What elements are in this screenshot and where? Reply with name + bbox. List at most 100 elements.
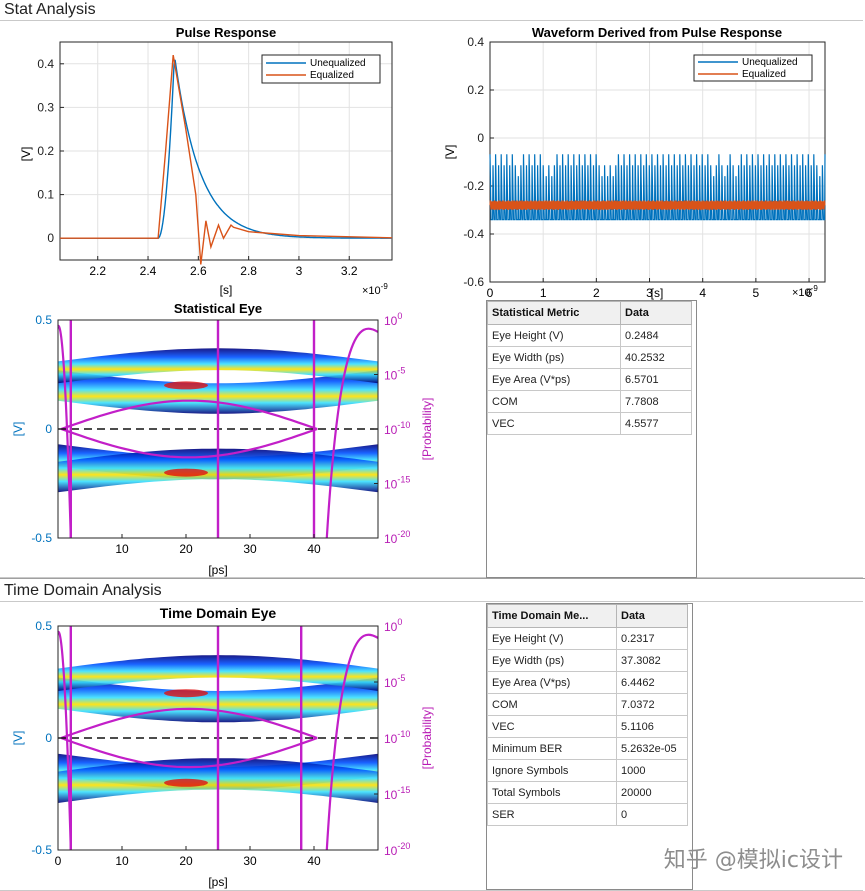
plot-title: Pulse Response [176,25,276,40]
metric-name: Ignore Symbols [487,759,617,782]
column-header-data[interactable]: Data [620,301,692,325]
metric-value: 6.5701 [620,368,692,391]
x-tick-label: 4 [699,286,706,300]
table-row[interactable]: SER 0 [487,803,688,826]
legend[interactable]: Unequalized Equalized [693,54,813,82]
time-domain-metrics-table[interactable]: Time Domain Me... Data Eye Height (V) 0.2… [486,603,693,890]
metric-value: 4.5577 [620,412,692,435]
table-row[interactable]: Ignore Symbols 1000 [487,759,688,782]
watermark: 知乎 @模拟ic设计 [663,848,843,873]
y-tick-label: 0 [47,231,54,245]
table-row[interactable]: Eye Height (V) 0.2484 [487,324,692,347]
x-tick-label: 2.2 [89,264,106,278]
legend[interactable]: Unequalized Equalized [261,54,381,84]
y-tick-label: 0.2 [467,83,484,97]
y-tick-label: 0.4 [37,57,54,71]
legend-unequalized: Unequalized [310,58,366,69]
table-row[interactable]: Eye Area (V*ps) 6.4462 [487,671,688,694]
metric-value: 5.2632e-05 [616,737,688,760]
pulse-response-plot[interactable]: Pulse Response 2.2 2.4 2.6 2.8 3 3.2 0 0.1 0.2 0.… [10,22,410,302]
y2-tick-label: 10-20 [384,841,410,858]
table-row[interactable]: VEC 5.1106 [487,715,688,738]
statistical-eye-plot[interactable]: Statistical Eye 10 20 30 40 -0.5 0 0.5 10-20 10-… [0,298,440,578]
eye-density-peak [164,689,208,698]
section-title: Time Domain Analysis [4,582,162,599]
table-row[interactable]: Minimum BER 5.2632e-05 [487,737,688,760]
x-tick-label: 40 [307,854,321,868]
bathtub-curve [325,633,379,851]
x-tick-label: 30 [243,542,257,556]
plot-title: Statistical Eye [174,301,262,316]
column-header-metric[interactable]: Statistical Metric [487,301,621,325]
metric-name: Eye Width (ps) [487,346,621,369]
x-tick-label: 3 [296,264,303,278]
eye-density-peak [164,468,208,477]
metric-name: Eye Height (V) [487,324,621,347]
y-tick-label: 0.1 [37,188,54,202]
table-row[interactable]: Total Symbols 20000 [487,781,688,804]
x-tick-label: 0 [55,854,62,868]
eye-contour-bottom [60,427,318,459]
column-header-metric[interactable]: Time Domain Me... [487,604,617,628]
x-tick-label: 20 [179,542,193,556]
y-tick-label: -0.2 [463,179,484,193]
metric-value: 0 [616,803,688,826]
x-tick-label: 20 [179,854,193,868]
x-tick-label: 1 [540,286,547,300]
x-axis-label: [s] [651,286,664,300]
table-row[interactable]: Eye Width (ps) 37.3082 [487,649,688,672]
x-tick-label: 2.6 [190,264,207,278]
x-tick-label: 40 [307,542,321,556]
x-tick-label: 6 [806,286,813,300]
table-row[interactable]: COM 7.7808 [487,390,692,413]
y-tick-label: 0 [45,422,52,436]
y2-axis-label: [Probability] [420,707,434,770]
metric-value: 40.2532 [620,346,692,369]
table-row[interactable]: Eye Height (V) 0.2317 [487,627,688,650]
y-tick-label: -0.5 [31,531,52,545]
bathtub-curve [56,324,72,539]
metric-name: Eye Height (V) [487,627,617,650]
column-header-data[interactable]: Data [616,604,688,628]
x-tick-label: 10 [115,854,129,868]
y-tick-label: -0.4 [463,227,484,241]
eye-contour-top [60,707,318,740]
metric-value: 7.0372 [616,693,688,716]
x-axis-label: [s] [220,283,233,297]
legend-equalized: Equalized [742,69,786,80]
y2-axis-label: [Probability] [420,398,434,461]
table-row[interactable]: Eye Width (ps) 40.2532 [487,346,692,369]
y-tick-label: 0.4 [467,35,484,49]
metric-name: VEC [487,715,617,738]
metric-name: Total Symbols [487,781,617,804]
y2-tick-label: 10-15 [384,475,410,492]
metric-name: VEC [487,412,621,435]
metric-name: Eye Width (ps) [487,649,617,672]
waveform-plot[interactable]: Waveform Derived from Pulse Response 0 1 2… [440,22,860,302]
x-tick-label: 3 [646,286,653,300]
y2-tick-label: 10-10 [384,420,410,437]
x-tick-label: 3.2 [341,264,358,278]
y-tick-label: 0 [477,131,484,145]
time-domain-eye-plot[interactable]: Time Domain Eye 0 10 20 30 40-0.500.510-2010… [0,602,440,890]
y-axis-label: [V] [11,422,25,437]
y2-tick-label: 10-20 [384,529,410,546]
x-exponent: ×10-9 [792,284,818,299]
y2-tick-label: 10-15 [384,785,410,802]
statistical-metrics-table[interactable]: Statistical Metric Data Eye Height (V) 0.… [486,300,697,578]
table-row[interactable]: COM 7.0372 [487,693,688,716]
table-row[interactable]: VEC 4.5577 [487,412,692,435]
legend-unequalized: Unequalized [742,57,798,68]
metric-value: 20000 [616,781,688,804]
x-tick-label: 30 [243,854,257,868]
legend-equalized: Equalized [310,70,354,81]
metric-name: Eye Area (V*ps) [487,368,621,391]
table-row[interactable]: Eye Area (V*ps) 6.5701 [487,368,692,391]
metric-name: COM [487,693,617,716]
metric-value: 0.2317 [616,627,688,650]
y-tick-label: -0.5 [31,843,52,857]
y-axis-label: [V] [19,147,33,162]
x-axis-label: [ps] [208,875,227,889]
y-tick-label: 0.3 [37,100,54,114]
y2-tick-label: 100 [384,617,402,634]
